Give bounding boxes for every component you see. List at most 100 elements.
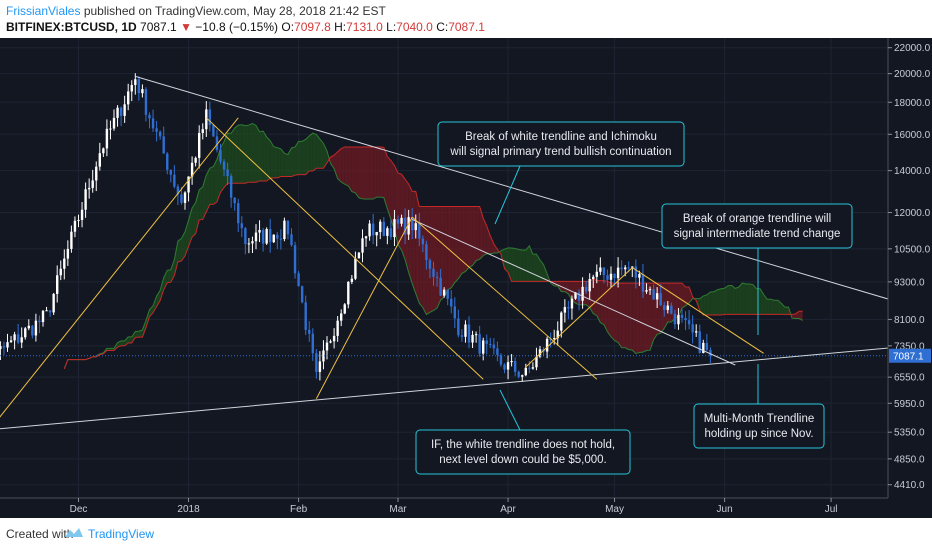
candle-body: [567, 307, 570, 309]
orange-trendline-1[interactable]: [205, 117, 484, 380]
orange-trendline-2[interactable]: [315, 216, 413, 399]
candle-body: [166, 153, 169, 170]
candle-body: [666, 305, 669, 310]
candle-body: [616, 267, 620, 279]
candle-body: [87, 187, 91, 190]
cloud-segment: [479, 206, 484, 260]
candle-body: [340, 313, 343, 321]
candle-body: [194, 157, 197, 163]
white-trendline-2[interactable]: [411, 218, 736, 366]
price-tick-label: 8100.0: [894, 315, 925, 326]
cloud-segment: [145, 309, 150, 328]
chart-area[interactable]: 22000.0 20000.0 18000.0 16000.0 14000.0 12000…: [0, 38, 932, 518]
cloud-segment: [614, 283, 619, 343]
candle-body: [276, 234, 279, 239]
price-tick-label: 14000.0: [894, 166, 931, 177]
cloud-segment: [429, 206, 434, 313]
cloud-segment: [238, 124, 242, 184]
candle-body: [16, 334, 20, 343]
cloud-segment: [476, 206, 480, 261]
cloud-segment: [330, 155, 335, 169]
price-chart[interactable]: 22000.0 20000.0 18000.0 16000.0 14000.0 12000…: [0, 38, 932, 518]
cloud-segment: [646, 283, 651, 351]
annotation-pointer: [499, 389, 521, 431]
author-link[interactable]: FrissianViales: [6, 4, 81, 18]
candle-body: [205, 109, 208, 130]
cloud-segment: [642, 283, 647, 353]
candle-body: [141, 89, 144, 94]
cloud-segment: [731, 285, 736, 315]
candle-body: [560, 312, 563, 331]
time-tick-label: 2018: [177, 504, 200, 515]
candle-body: [304, 302, 307, 330]
cloud-segment: [248, 123, 253, 183]
cloud-segment: [699, 296, 704, 316]
white-trendline-1[interactable]: [135, 75, 913, 307]
candle-body: [652, 289, 655, 300]
candle-body: [347, 281, 350, 305]
candle-body: [162, 136, 165, 154]
cloud-segment: [128, 336, 132, 343]
candle-body: [52, 293, 55, 313]
candle-body: [592, 276, 595, 279]
candle-body: [212, 125, 215, 137]
cloud-segment: [596, 280, 601, 323]
candle-body: [102, 148, 105, 154]
candle-body: [379, 221, 382, 233]
candle-body: [609, 273, 613, 280]
cloud-segment: [472, 206, 477, 266]
candle-body: [80, 209, 84, 220]
cloud-segment: [401, 174, 406, 260]
candle-body: [531, 367, 535, 369]
cloud-segment: [341, 146, 345, 185]
candle-body: [229, 176, 233, 198]
candle-body: [134, 79, 137, 85]
candle-body: [13, 334, 16, 341]
annotation-box[interactable]: [693, 403, 825, 449]
candle-body: [680, 314, 684, 318]
annotation-text: Break of white trendline and Ichimoku: [465, 131, 657, 143]
white-trendline-0[interactable]: [0, 345, 913, 430]
candle-body: [574, 292, 577, 299]
candle-body: [453, 306, 456, 319]
candle-body: [513, 361, 517, 372]
cloud-segment: [305, 136, 310, 175]
time-axis[interactable]: Dec 2018 Feb Mar Apr May Jun Jul: [0, 497, 888, 515]
candle-body: [354, 258, 357, 279]
cloud-segment: [298, 141, 303, 175]
tradingview-link[interactable]: TradingView: [88, 527, 155, 541]
time-tick-label: Jul: [825, 504, 838, 515]
candle-body: [240, 223, 243, 229]
annotation-box[interactable]: [437, 121, 685, 167]
candle-body: [6, 342, 9, 348]
last-price-badge: [889, 348, 931, 363]
cloud-segment: [266, 137, 271, 181]
cloud-segment: [426, 206, 430, 315]
cloud-segment: [745, 283, 750, 315]
candle-body: [258, 229, 261, 233]
cloud-segment: [280, 148, 285, 177]
cloud-segment: [657, 283, 661, 335]
chart-footer: Created with TradingView: [0, 518, 932, 550]
cloud-segment: [784, 307, 789, 315]
candle-body: [510, 361, 513, 363]
orange-trendline-4[interactable]: [525, 267, 633, 368]
orange-trendline-3[interactable]: [411, 216, 598, 380]
candle-body: [198, 132, 201, 158]
price-axis[interactable]: 22000.0 20000.0 18000.0 16000.0 14000.0 12000…: [887, 38, 932, 518]
candle-body: [627, 267, 630, 269]
orange-trendline-0[interactable]: [0, 117, 239, 430]
candle-body: [407, 217, 410, 235]
candle-body: [439, 277, 442, 296]
price-tick-label: 12000.0: [894, 208, 931, 219]
candle-body: [599, 267, 602, 272]
candle-body: [41, 310, 45, 323]
cloud-segment: [390, 160, 395, 230]
candle-body: [691, 324, 694, 333]
cloud-segment: [366, 146, 370, 200]
annotation-box[interactable]: [415, 429, 631, 475]
orange-trendline-5[interactable]: [632, 267, 764, 354]
annotation-box[interactable]: [661, 203, 853, 249]
candle-body: [364, 236, 368, 239]
cloud-segment: [458, 206, 462, 279]
